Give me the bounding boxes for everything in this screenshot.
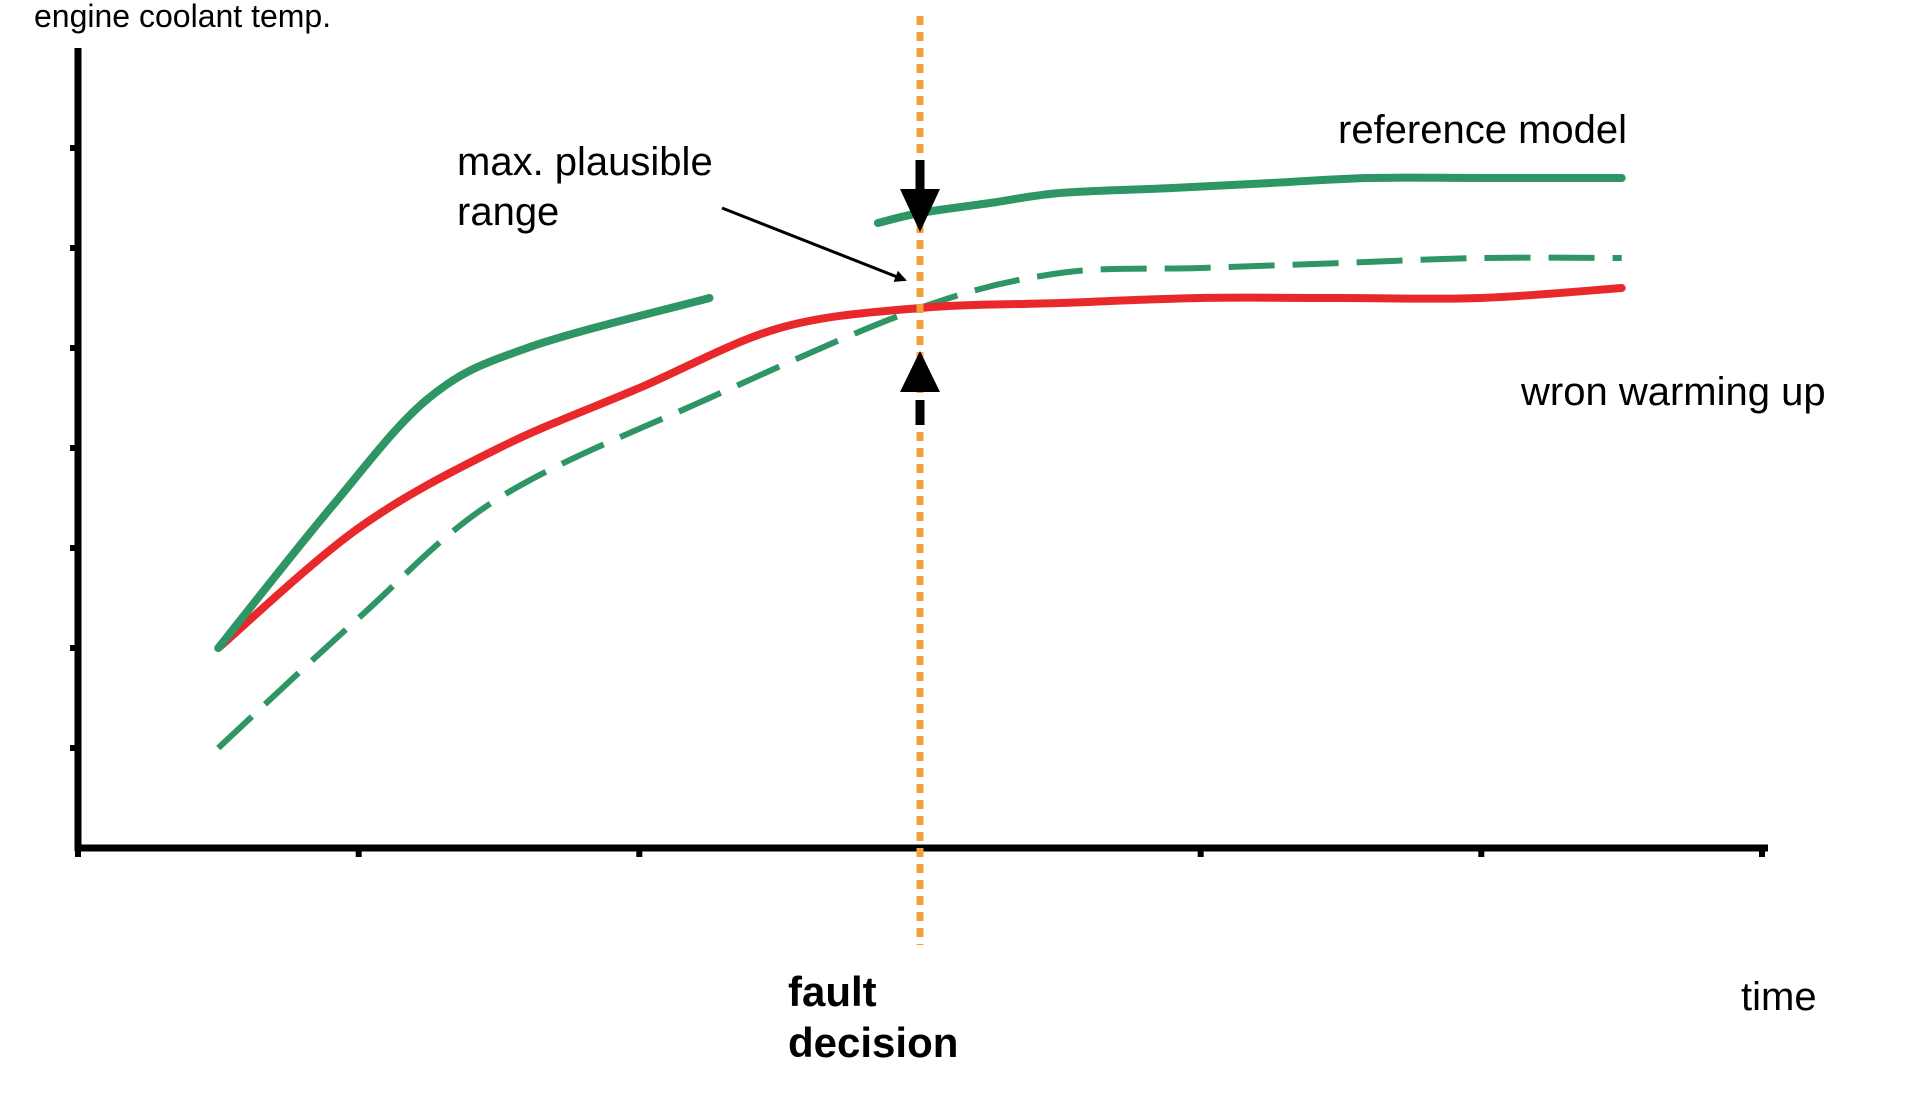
fault-decision-label-line-2: decision bbox=[788, 1019, 958, 1066]
y-axis-label: engine coolant temp. bbox=[34, 0, 331, 34]
annotation-line-1: max. plausible bbox=[457, 140, 713, 184]
series-label-wrong-warming-up: wron warming up bbox=[1520, 370, 1826, 414]
series-label-reference-model: reference model bbox=[1338, 108, 1627, 152]
annotation-line-2: range bbox=[457, 190, 559, 234]
x-axis-label: time bbox=[1741, 975, 1817, 1019]
range-arrow-bottom bbox=[900, 351, 940, 425]
series-line-reference-model-1 bbox=[873, 173, 1626, 227]
annotation-pointer bbox=[721, 206, 907, 282]
fault-decision-label-line-1: fault bbox=[788, 968, 877, 1015]
series-layer bbox=[214, 173, 1626, 751]
ticks-layer bbox=[70, 145, 1765, 857]
range-arrow-top bbox=[900, 160, 940, 232]
series-line-reference-model-0 bbox=[214, 294, 714, 652]
series-line-wron-warming-up-0 bbox=[214, 284, 1626, 652]
